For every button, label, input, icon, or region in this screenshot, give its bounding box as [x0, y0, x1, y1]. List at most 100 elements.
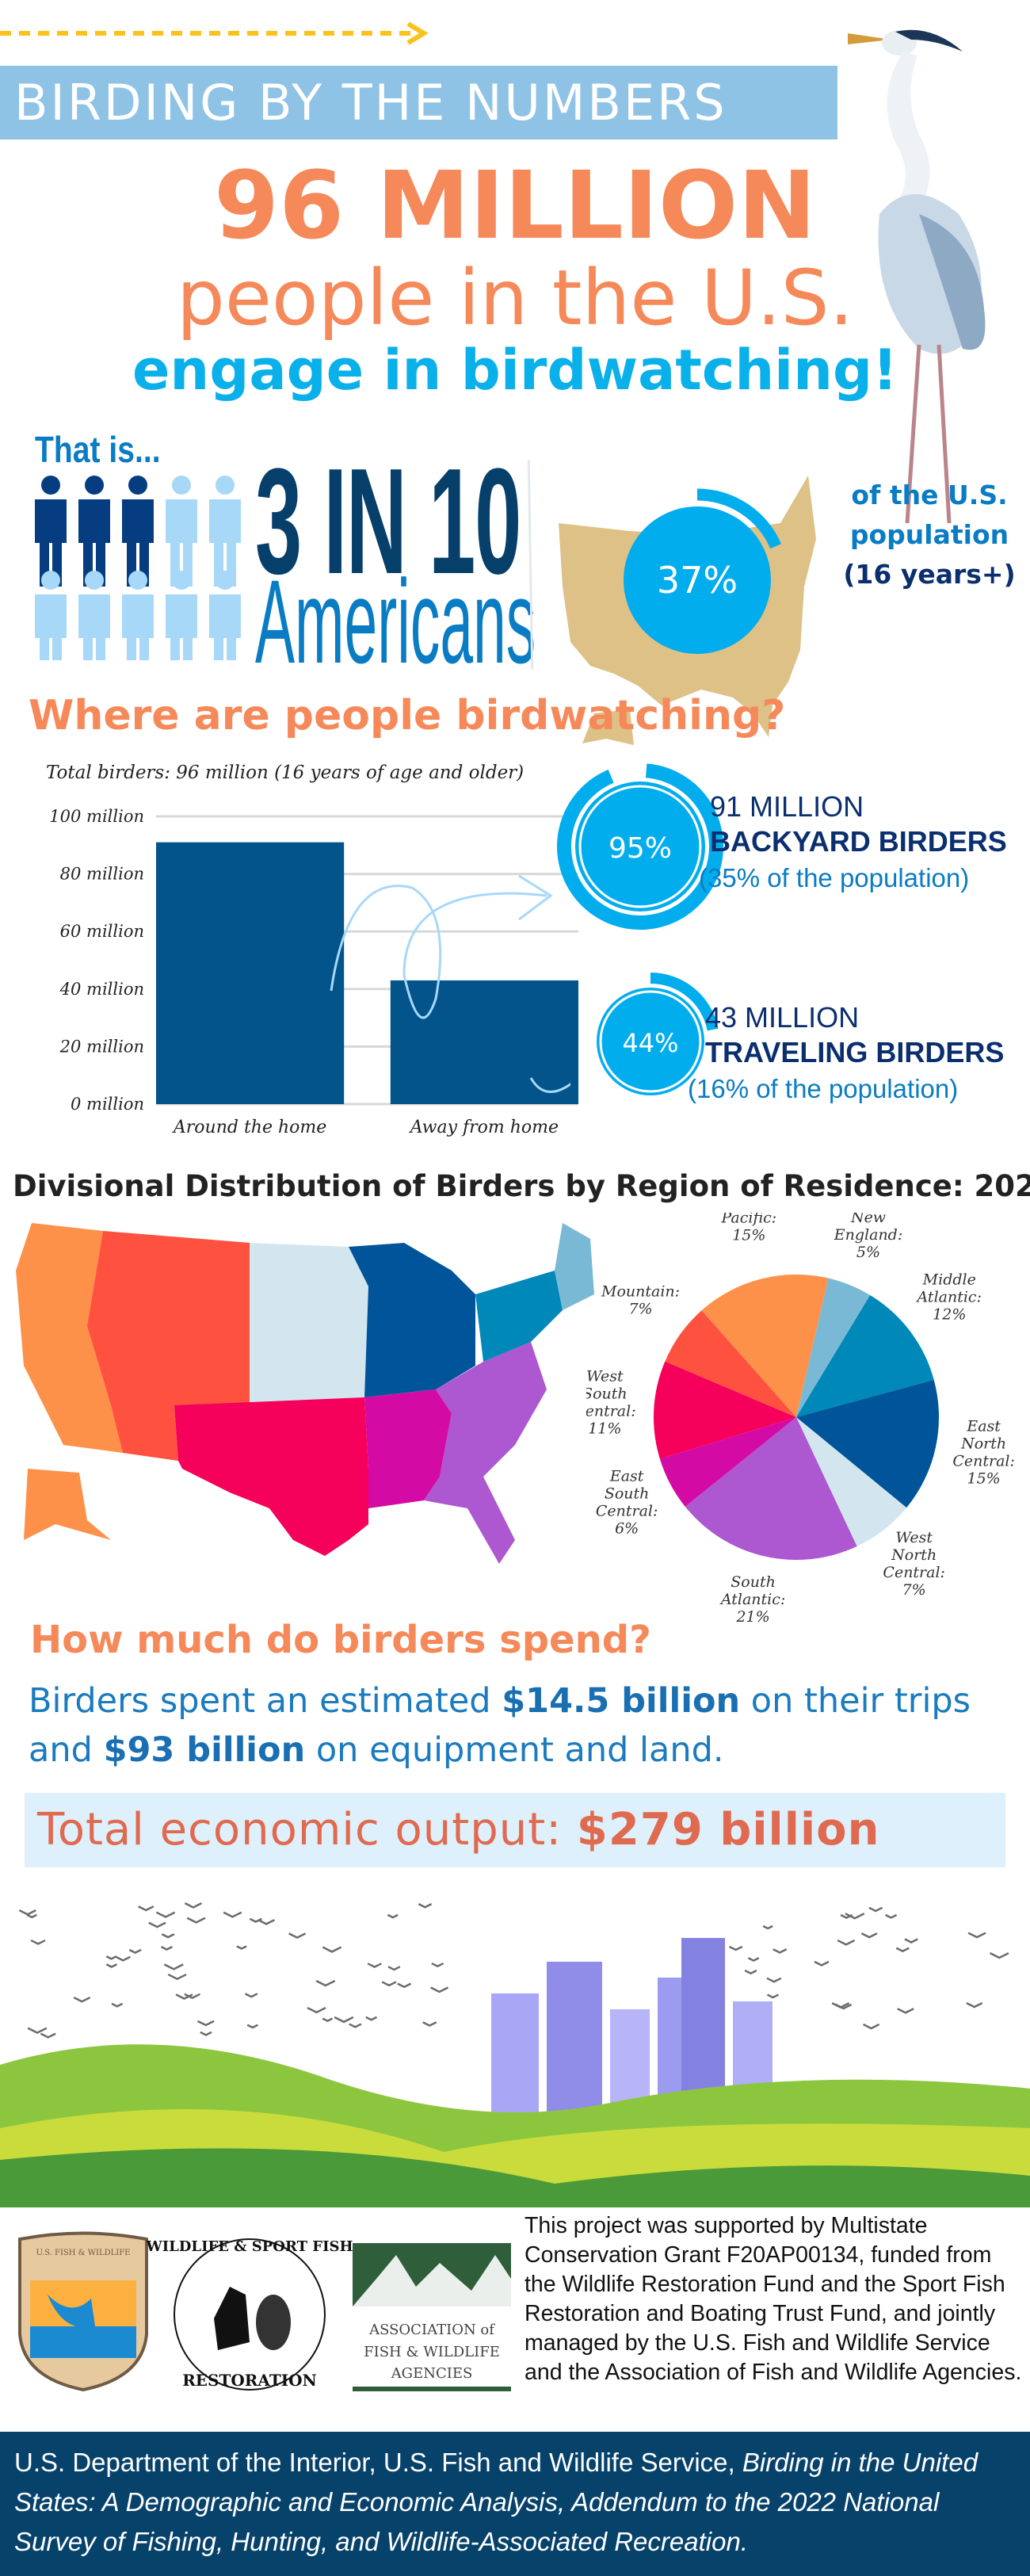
person-head [128, 571, 147, 590]
usfws-logo-text: U.S. FISH & WILDLIFE [36, 2249, 131, 2257]
people-icon-grid [35, 476, 241, 660]
bird-icon [27, 2027, 48, 2035]
population-note-line: of the U.S. [851, 480, 1008, 510]
person-head [128, 476, 147, 495]
pie-label-line: Pacific: [720, 1213, 776, 1226]
pie-label: Middle Atlantic: 12% [916, 1271, 982, 1323]
bird-icon [862, 2023, 880, 2030]
spend-text-part: on their trips and [29, 1681, 971, 1770]
pie-label-line: England: [834, 1226, 902, 1244]
us-population-map: 37% [559, 476, 816, 745]
population-note: of the U.S. population (16 years+) [838, 476, 1020, 594]
person-icon [122, 476, 154, 587]
spend-text-part: on equipment and land. [305, 1730, 724, 1770]
bird-icon [246, 2024, 258, 2029]
bird-icon [367, 1963, 382, 1969]
bird-icon [766, 1993, 780, 1999]
pie-label-line: Middle [922, 1271, 976, 1288]
person-head [85, 476, 104, 495]
y-tick-label: 20 million [59, 1037, 144, 1056]
bird-icon [349, 2023, 362, 2028]
bird-icon [161, 1933, 175, 1939]
map-region-pacific [16, 1223, 123, 1453]
wsfr-logo-text: WILDLIFE & SPORT FISH [146, 2238, 353, 2255]
pie-label: South Atlantic: 21% [719, 1573, 785, 1625]
wsfr-logo: WILDLIFE & SPORT FISH RESTORATION [146, 2238, 353, 2391]
pie-label-line: East [966, 1418, 1001, 1435]
bird-icon [111, 2002, 124, 2008]
pie-label-line: South [605, 1485, 650, 1502]
bird-icon [184, 1902, 203, 1909]
map-region-west-north-central [250, 1243, 368, 1405]
person-icon [35, 476, 67, 587]
afwa-logo: ASSOCIATION of FISH & WILDLIFE AGENCIES [353, 2243, 511, 2391]
backyard-count: 91 MILLION [710, 790, 864, 823]
bird-icon [418, 1902, 433, 1909]
backyard-label: BACKYARD BIRDERS [710, 825, 1007, 858]
headline-tagline: engage in birdwatching! [132, 338, 898, 403]
where-heading: Where are people birdwatching? [29, 692, 786, 740]
bird-icon [26, 1913, 37, 1919]
bird-icon [967, 1932, 986, 1939]
bird-icon [244, 1993, 258, 1998]
backyard-share: (35% of the population) [699, 863, 970, 892]
backyard-circle [575, 782, 705, 912]
bird-icon [30, 1939, 46, 1945]
bird-icon [397, 1982, 412, 1989]
bird-icon [167, 1973, 187, 1981]
bar [390, 980, 578, 1104]
alaska-shape [582, 709, 634, 745]
pie-label-line: West [586, 1367, 624, 1385]
map-region-east-north-central [349, 1243, 475, 1397]
pie-slice [796, 1278, 871, 1417]
map-region-mountain [87, 1231, 250, 1461]
pie-label-line: Atlantic: [916, 1288, 982, 1305]
x-tick-label: Away from home [409, 1118, 559, 1137]
bird-icon [845, 1913, 865, 1920]
pie-label-line: New [850, 1213, 886, 1226]
y-tick-label: 0 million [71, 1095, 144, 1114]
person-head [85, 571, 104, 590]
headline-subtitle: people in the U.S. [176, 254, 854, 342]
spend-text: Birders spent an estimated $14.5 billion… [29, 1676, 1011, 1775]
person-body [209, 594, 241, 660]
bird-icon [148, 1921, 166, 1928]
person-head [216, 476, 235, 495]
map-region-middle-atlantic [475, 1271, 563, 1362]
bird-icon [990, 1952, 1009, 1959]
person-icon [35, 571, 67, 660]
population-percent: 37% [657, 559, 738, 602]
population-percent-ring [696, 488, 781, 549]
pie-label-line: 15% [967, 1470, 1001, 1488]
person-head [172, 476, 191, 495]
bird-icon [128, 1948, 142, 1955]
person-head [172, 571, 191, 590]
population-circle [624, 506, 771, 654]
afwa-logo-text: AGENCIES [391, 2365, 473, 2382]
bird-icon [105, 1963, 117, 1968]
traveling-share: (16% of the population) [688, 1074, 959, 1103]
traveling-count: 43 MILLION [705, 1001, 860, 1034]
map-region-west-south-central [174, 1397, 368, 1556]
bird-icon [814, 1960, 830, 1966]
y-tick-label: 60 million [60, 922, 144, 941]
traveling-percent: 44% [622, 1028, 678, 1058]
person-icon [78, 571, 110, 660]
y-tick-label: 40 million [59, 980, 144, 999]
pie-label-line: 7% [628, 1301, 652, 1318]
pie-label-line: Central: [596, 1502, 658, 1519]
bird-icon [422, 2021, 437, 2028]
pie-label: East South Central: 6% [596, 1467, 658, 1537]
person-body [122, 594, 154, 660]
map-region-south-atlantic [424, 1342, 547, 1564]
traveling-label: TRAVELING BIRDERS [705, 1036, 1005, 1068]
pie-label: New England: 5% [834, 1213, 902, 1261]
person-icon [209, 476, 241, 587]
bird-icon [762, 1924, 773, 1930]
pie-label-line: 7% [902, 1581, 926, 1599]
person-body [35, 594, 67, 660]
person-icon [209, 571, 241, 660]
person-body [78, 499, 110, 587]
ratio-sub: Americans [255, 555, 536, 688]
bird-icon [430, 1986, 449, 1993]
